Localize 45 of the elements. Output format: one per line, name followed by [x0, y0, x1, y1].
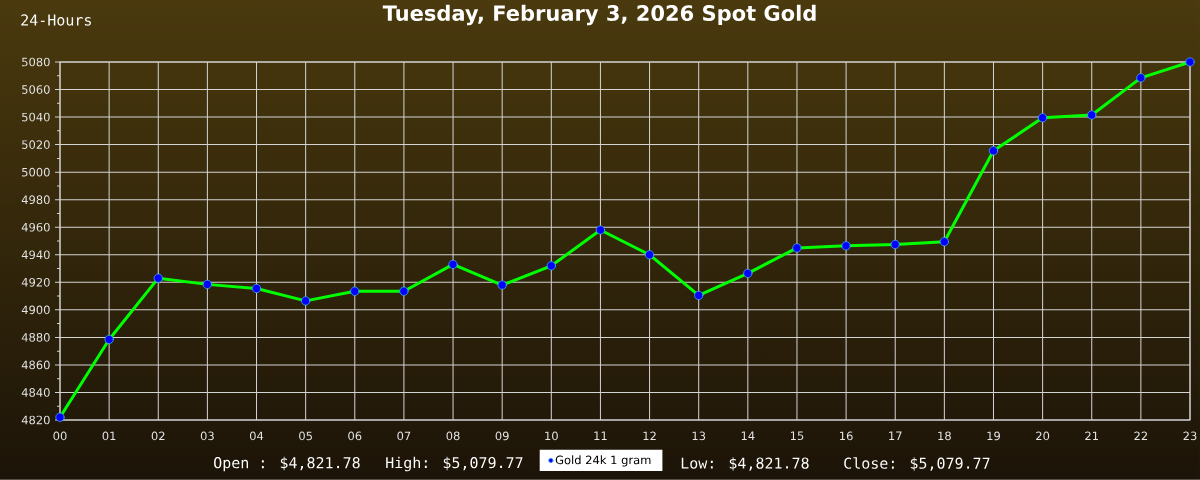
y-tick-label: 4900 — [21, 305, 50, 315]
x-tick-label: 06 — [348, 431, 362, 441]
y-tick-label: 5080 — [22, 57, 50, 67]
y-tick-label: 5020 — [22, 140, 50, 149]
y-tick-label: 5000 — [22, 167, 50, 177]
x-tick-label: 17 — [889, 431, 902, 440]
x-tick-label: 07 — [397, 431, 411, 441]
legend-label: Gold 24k 1 gram — [555, 455, 651, 467]
x-tick-label: 03 — [200, 431, 214, 441]
y-tick-label: 4840 — [21, 388, 50, 397]
x-tick-label: 20 — [1036, 431, 1050, 441]
x-tick-label: 14 — [741, 431, 755, 440]
y-tick-label: 4860 — [21, 360, 50, 370]
x-tick-label: 19 — [987, 431, 1000, 441]
x-tick-label: 08 — [446, 431, 460, 441]
x-tick-label: 05 — [299, 431, 312, 441]
x-tick-label: 22 — [1134, 431, 1148, 441]
y-tick-label: 4920 — [21, 277, 50, 287]
x-tick-label: 11 — [594, 431, 607, 440]
x-tick-label: 12 — [643, 431, 656, 441]
text: Low: $4,821.78 — [681, 457, 809, 471]
x-tick-label: 15 — [790, 431, 804, 441]
chart-subtitle: 24-Hours — [21, 14, 91, 26]
x-tick-label: 00 — [53, 431, 67, 441]
x-tick-label: 02 — [151, 431, 165, 441]
x-tick-label: 18 — [938, 431, 951, 441]
x-tick-label: 23 — [1183, 431, 1197, 441]
text: Open : $4,821.78 — [214, 456, 360, 472]
x-tick-label: 09 — [495, 431, 509, 441]
chart-title: Tuesday, February 3, 2026 Spot Gold — [382, 4, 816, 26]
x-tick-label: 16 — [840, 431, 853, 441]
x-tick-label: 21 — [1085, 431, 1098, 441]
y-tick-label: 4820 — [21, 415, 50, 425]
y-tick-label: 4960 — [21, 222, 50, 232]
y-tick-label: 4880 — [21, 333, 50, 342]
y-tick-label: 5040 — [22, 112, 50, 122]
x-tick-label: 01 — [102, 431, 116, 441]
x-tick-label: 13 — [692, 431, 706, 441]
y-tick-label: 5060 — [22, 85, 50, 94]
x-tick-label: 04 — [249, 431, 264, 441]
y-tick-label: 4980 — [21, 195, 50, 205]
text: Close: $5,079.77 — [844, 457, 990, 471]
text: High: $5,079.77 — [386, 456, 523, 472]
y-tick-label: 4940 — [21, 250, 50, 260]
x-tick-label: 10 — [545, 431, 558, 441]
